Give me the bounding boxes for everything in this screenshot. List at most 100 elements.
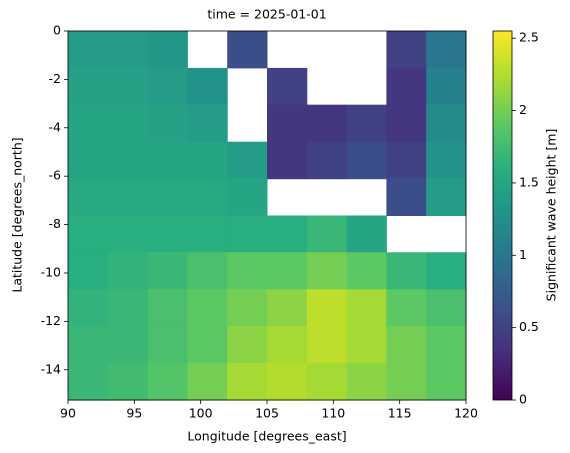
heatmap-cell: [426, 289, 467, 327]
heatmap-cell: [227, 363, 268, 401]
x-tick-label: 115: [388, 406, 412, 421]
y-tick-label: 0: [53, 23, 61, 38]
heatmap-cell: [187, 215, 228, 254]
heatmap-cell: [147, 252, 188, 290]
heatmap-cell: [107, 141, 149, 180]
heatmap-cell: [306, 104, 348, 143]
heatmap-cell: [187, 67, 228, 106]
heatmap-cell: [426, 363, 467, 401]
x-tick-label: 105: [255, 406, 279, 421]
heatmap-cell: [187, 178, 228, 216]
heatmap-cell: [107, 289, 149, 327]
heatmap-cell: [426, 326, 467, 364]
x-tick-label: 100: [189, 406, 213, 421]
heatmap-cell: [306, 252, 348, 290]
heatmap-cell: [187, 252, 228, 290]
heatmap-cell: [267, 141, 308, 180]
heatmap-cell: [68, 363, 109, 401]
heatmap-cell: [306, 326, 348, 364]
y-tick-label: -4: [49, 119, 62, 134]
heatmap-cell: [386, 67, 427, 106]
heatmap-cell: [306, 363, 348, 401]
colorbar: [492, 30, 513, 401]
heatmap-cell: [107, 178, 149, 216]
heatmap-cell: [68, 67, 109, 106]
heatmap-cell: [187, 104, 228, 143]
heatmap-cell: [346, 363, 387, 401]
x-tick-label: 120: [454, 406, 478, 421]
heatmap-cell: [68, 141, 109, 180]
heatmap-cell: [306, 215, 348, 254]
heatmap-cell: [147, 326, 188, 364]
heatmap-cell: [386, 30, 427, 69]
heatmap-cell: [107, 30, 149, 69]
heatmap-cell: [68, 178, 109, 216]
heatmap-cell: [386, 104, 427, 143]
heatmap-cell: [147, 104, 188, 143]
colorbar-tick-label: 1: [519, 247, 527, 262]
heatmap-cell: [68, 326, 109, 364]
heatmap-cell: [267, 326, 308, 364]
y-tick-label: -14: [41, 361, 61, 376]
heatmap-cell: [187, 326, 228, 364]
heatmap-cell: [426, 141, 467, 180]
heatmap-cell: [107, 215, 149, 254]
heatmap-cell: [68, 215, 109, 254]
heatmap-cell: [147, 289, 188, 327]
heatmap-cell: [267, 363, 308, 401]
heatmap-cell: [227, 141, 268, 180]
x-tick-label: 110: [321, 406, 345, 421]
heatmap-cell: [147, 67, 188, 106]
y-tick-label: -6: [49, 168, 62, 183]
colorbar-tick-label: 1.5: [519, 174, 539, 189]
heatmap-cell: [426, 67, 467, 106]
heatmap-cell: [107, 363, 149, 401]
heatmap-cell: [346, 215, 387, 254]
y-axis-label: Latitude [degrees_north]: [10, 137, 25, 292]
heatmap-cell: [267, 67, 308, 106]
heatmap-cell: [386, 363, 427, 401]
heatmap-cell: [267, 252, 308, 290]
heatmap-cell: [346, 252, 387, 290]
heatmap-cell: [107, 326, 149, 364]
colorbar-tick-label: 0: [519, 392, 527, 407]
heatmap-cell: [68, 104, 109, 143]
colorbar-tick-label: 2.5: [519, 30, 539, 45]
heatmap-cell: [426, 178, 467, 216]
heatmap-cell: [147, 178, 188, 216]
heatmap-cell: [227, 326, 268, 364]
heatmap-cell: [306, 141, 348, 180]
heatmap-cell: [107, 67, 149, 106]
heatmap-cell: [147, 363, 188, 401]
heatmap-cell: [187, 289, 228, 327]
heatmap-cell: [187, 363, 228, 401]
heatmap-cell: [227, 289, 268, 327]
heatmap-cell: [147, 215, 188, 254]
heatmap-cell: [147, 141, 188, 180]
heatmap-cell: [187, 141, 228, 180]
x-tick-label: 90: [60, 406, 76, 421]
heatmap-cell: [147, 30, 188, 69]
heatmap-cell: [68, 252, 109, 290]
heatmap-cell: [346, 141, 387, 180]
chart-title: time = 2025-01-01: [207, 7, 326, 22]
heatmap-cell: [346, 104, 387, 143]
heatmap-cell: [426, 30, 467, 69]
y-tick-label: -12: [41, 313, 61, 328]
heatmap-cell: [306, 289, 348, 327]
heatmap-cell: [227, 178, 268, 216]
heatmap-cell: [267, 289, 308, 327]
heatmap-cell: [227, 30, 268, 69]
heatmap-cell: [346, 326, 387, 364]
heatmap-cell: [68, 30, 109, 69]
heatmap-cell: [386, 178, 427, 216]
heatmap-cell: [68, 289, 109, 327]
heatmap-cell: [227, 252, 268, 290]
heatmap-cell: [386, 289, 427, 327]
heatmap-cell: [386, 326, 427, 364]
heatmap-cell: [107, 252, 149, 290]
colorbar-tick-label: 2: [519, 102, 527, 117]
heatmap-cell: [227, 215, 268, 254]
y-tick-label: -10: [41, 264, 61, 279]
